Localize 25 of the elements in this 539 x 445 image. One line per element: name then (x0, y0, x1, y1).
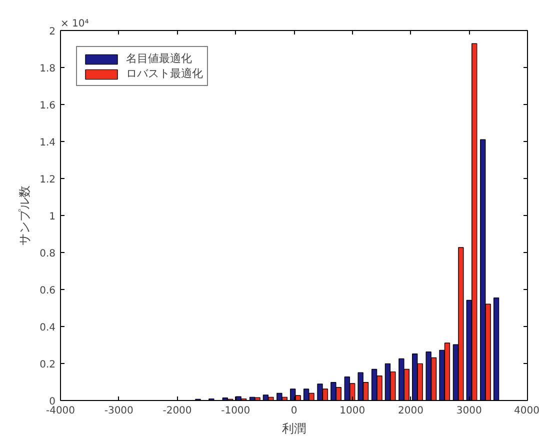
text: × 10⁴ (60, 18, 89, 30)
y-axis-title: サンプル数 (18, 186, 32, 246)
y-tick-label: 0.6 (40, 286, 56, 296)
y-tick-label: 1.6 (40, 100, 56, 112)
x-tick-label: -3000 (104, 406, 134, 416)
y-tick-label: 1.2 (40, 174, 56, 186)
x-tick-label: -4000 (46, 406, 76, 416)
legend-label: ロバスト最適化 (126, 66, 203, 81)
x-tick-label: -2000 (162, 406, 192, 416)
y-tick-label: 2 (49, 26, 56, 38)
y-tick-label: 1 (49, 212, 56, 222)
x-tick-label: 1000 (340, 406, 366, 416)
y-tick-label: 0.4 (40, 322, 56, 334)
x-tick-label: 0 (290, 406, 298, 416)
y-tick-label: 0.8 (40, 248, 56, 260)
x-tick-label: 3000 (456, 406, 482, 416)
y-tick-label: 1.4 (40, 138, 56, 148)
x-tick-label: 2000 (398, 406, 424, 416)
legend-label: 名目値最適化 (126, 51, 192, 66)
y-tick-label: 1.8 (40, 64, 56, 74)
y-tick-label: 0.2 (40, 360, 56, 370)
x-axis-title: 利潤 (282, 422, 306, 436)
x-tick-label: -1000 (221, 406, 250, 416)
y-tick-label: 0 (49, 396, 56, 408)
x-tick-label: 4000 (514, 406, 539, 416)
